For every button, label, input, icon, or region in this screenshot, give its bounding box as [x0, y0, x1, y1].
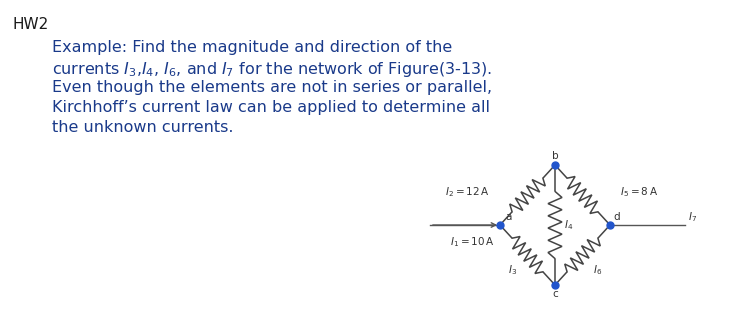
Text: $I_6$: $I_6$	[593, 263, 602, 277]
Text: $I_4$: $I_4$	[564, 218, 574, 232]
Text: $I_3$: $I_3$	[508, 263, 517, 277]
Text: $I_5 = 8\,\mathrm{A}$: $I_5 = 8\,\mathrm{A}$	[620, 185, 658, 199]
Text: $I_1 = 10\,\mathrm{A}$: $I_1 = 10\,\mathrm{A}$	[450, 235, 494, 249]
Text: the unknown currents.: the unknown currents.	[52, 120, 234, 135]
Text: Even though the elements are not in series or parallel,: Even though the elements are not in seri…	[52, 80, 492, 95]
Text: c: c	[552, 289, 558, 299]
Text: currents $\mathit{I}_3$,$\mathit{I}_4$, $\mathit{I}_6$, and $\mathit{I}_7$ for t: currents $\mathit{I}_3$,$\mathit{I}_4$, …	[52, 60, 492, 79]
Text: Example: Find the magnitude and direction of the: Example: Find the magnitude and directio…	[52, 40, 452, 55]
Text: d: d	[613, 212, 619, 222]
Text: a: a	[505, 212, 511, 222]
Text: $I_7$: $I_7$	[688, 210, 697, 224]
Text: b: b	[552, 151, 558, 161]
Text: HW2: HW2	[12, 17, 48, 32]
Text: $I_2 = 12\,\mathrm{A}$: $I_2 = 12\,\mathrm{A}$	[445, 185, 490, 199]
Text: Kirchhoff’s current law can be applied to determine all: Kirchhoff’s current law can be applied t…	[52, 100, 490, 115]
